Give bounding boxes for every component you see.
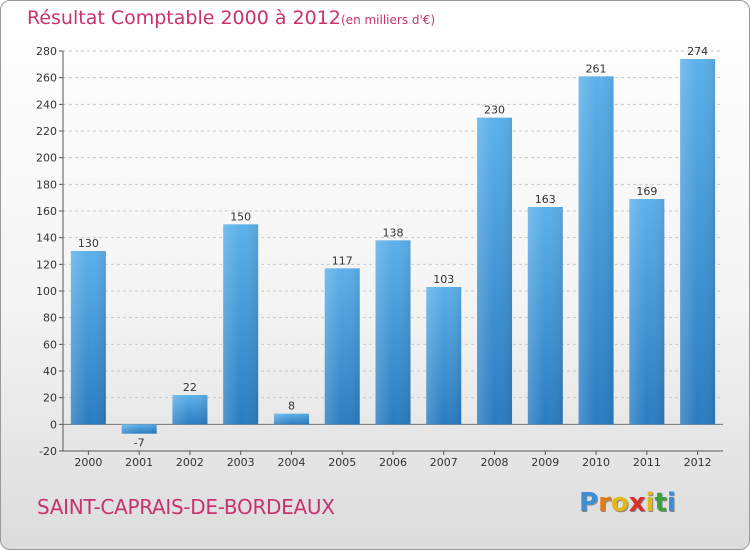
data-label: -7 <box>134 437 145 450</box>
bar-shade <box>578 76 614 425</box>
data-label: 163 <box>535 193 556 206</box>
y-tick-label: 240 <box>36 98 57 111</box>
bar-shade <box>375 240 411 425</box>
data-label: 8 <box>288 400 295 413</box>
y-tick-label: 120 <box>36 258 57 271</box>
unit-note: (en milliers d'€) <box>341 13 436 27</box>
x-tick-label: 2000 <box>74 456 102 469</box>
y-tick-label: 160 <box>36 205 57 218</box>
bar-shade <box>223 224 259 425</box>
bar-shade <box>629 199 665 425</box>
proxiti-logo: Proxiti <box>579 488 676 518</box>
x-tick-label: 2002 <box>176 456 204 469</box>
y-tick-label: 20 <box>43 392 57 405</box>
data-label: 274 <box>687 45 708 58</box>
logo-letter: i <box>645 488 655 518</box>
x-tick-label: 2007 <box>430 456 458 469</box>
y-tick-label: 100 <box>36 285 57 298</box>
bar-shade <box>121 424 157 434</box>
y-tick-label: 280 <box>36 45 57 58</box>
x-tick-label: 2004 <box>277 456 305 469</box>
x-tick-label: 2006 <box>379 456 407 469</box>
x-tick-label: 2008 <box>481 456 509 469</box>
bar-shade <box>273 413 309 425</box>
y-tick-label: 40 <box>43 365 57 378</box>
chart-title: Résultat Comptable 2000 à 2012 <box>27 7 341 29</box>
bar-shade <box>477 117 513 425</box>
data-label: 22 <box>183 381 197 394</box>
bar-shade <box>426 287 462 425</box>
x-tick-label: 2009 <box>531 456 559 469</box>
y-tick-label: -20 <box>39 445 57 458</box>
y-tick-label: 0 <box>50 418 57 431</box>
y-tick-label: 60 <box>43 338 57 351</box>
data-label: 103 <box>433 273 454 286</box>
data-label: 117 <box>332 254 353 267</box>
logo-letter: x <box>628 488 646 518</box>
y-tick-label: 200 <box>36 152 57 165</box>
y-tick-label: 80 <box>43 312 57 325</box>
y-tick-label: 140 <box>36 232 57 245</box>
y-tick-label: 260 <box>36 72 57 85</box>
bar-shade <box>680 59 716 425</box>
logo-letter: t <box>654 488 667 518</box>
logo-letter: r <box>598 488 611 518</box>
town-name: SAINT-CAPRAIS-DE-BORDEAUX <box>37 495 335 519</box>
y-tick-label: 180 <box>36 178 57 191</box>
bar-shade <box>70 251 106 425</box>
logo-letter: o <box>610 488 629 518</box>
data-label: 261 <box>586 62 607 75</box>
x-tick-label: 2003 <box>227 456 255 469</box>
data-label: 230 <box>484 104 505 117</box>
data-label: 130 <box>78 237 99 250</box>
data-label: 169 <box>636 185 657 198</box>
data-label: 150 <box>230 210 251 223</box>
bar-shade <box>324 268 360 425</box>
x-tick-label: 2005 <box>328 456 356 469</box>
data-label: 138 <box>383 226 404 239</box>
bar-shade <box>527 207 563 425</box>
x-tick-label: 2001 <box>125 456 153 469</box>
y-tick-label: 220 <box>36 125 57 138</box>
x-tick-label: 2012 <box>684 456 712 469</box>
logo-letter: P <box>579 488 599 518</box>
bar-shade <box>172 395 208 425</box>
x-tick-label: 2010 <box>582 456 610 469</box>
x-tick-label: 2011 <box>633 456 661 469</box>
logo-letter: i <box>666 488 676 518</box>
